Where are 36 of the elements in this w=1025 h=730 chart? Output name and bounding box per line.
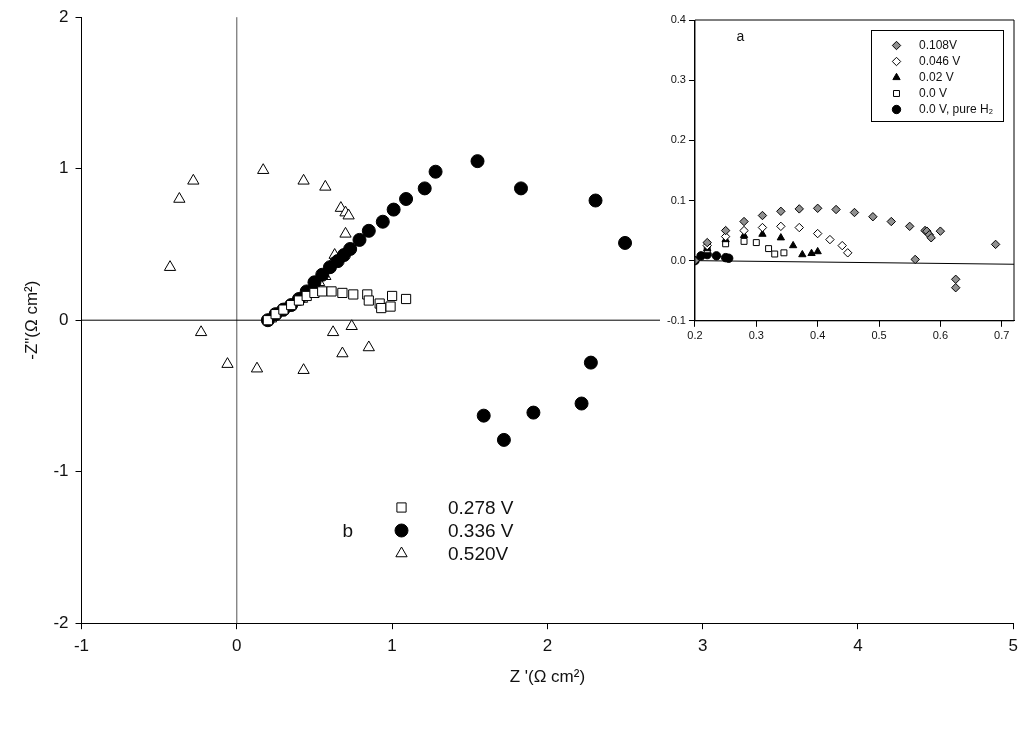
x-axis-title: Z '(Ω cm²) [509, 667, 586, 687]
x-tick-label: -1 [73, 636, 90, 656]
annotation: a [736, 28, 745, 44]
x-tick-label: 3 [697, 636, 708, 656]
y-tick-label: 0.2 [670, 133, 686, 146]
y-tick-label: 0 [59, 309, 69, 329]
x-tick-label: 1 [387, 636, 397, 656]
x-tick-label: 0 [232, 636, 242, 656]
legend-label: 0.046 V [919, 53, 961, 69]
annotation: b [342, 519, 353, 542]
y-tick-label: 1 [59, 158, 69, 178]
legend-label: 0.520V [447, 542, 509, 566]
y-tick-label: -0.1 [666, 313, 686, 326]
y-tick-label: 0.3 [670, 73, 686, 86]
y-tick-label: 0.1 [670, 193, 686, 206]
legend-label: 0.278 V [447, 496, 514, 520]
x-tick-label: 0.5 [871, 329, 887, 342]
y-tick-label: 0.4 [670, 13, 686, 26]
legend-label: 0.0 V [919, 85, 948, 101]
x-tick-label: 0.3 [748, 329, 764, 342]
x-tick-label: 5 [1008, 636, 1019, 656]
x-tick-label: 0.6 [932, 329, 949, 342]
x-tick-label: 0.4 [810, 329, 826, 342]
legend-label: 0.336 V [447, 519, 514, 543]
legend-label: 0.108V [919, 37, 958, 53]
y-tick-label: -2 [53, 612, 69, 632]
y-tick-label: 2 [59, 6, 69, 26]
legend-label: 0.0 V, pure H₂ [919, 101, 994, 117]
x-tick-label: 0.2 [687, 329, 703, 342]
y-tick-label: -1 [53, 461, 69, 481]
x-tick-label: 2 [542, 636, 553, 656]
y-axis-title: -Z"(Ω cm²) [21, 280, 41, 360]
x-tick-label: 0.7 [994, 329, 1010, 342]
legend-label: 0.02 V [919, 69, 954, 85]
x-tick-label: 4 [853, 636, 863, 656]
y-tick-label: 0.0 [670, 253, 686, 266]
